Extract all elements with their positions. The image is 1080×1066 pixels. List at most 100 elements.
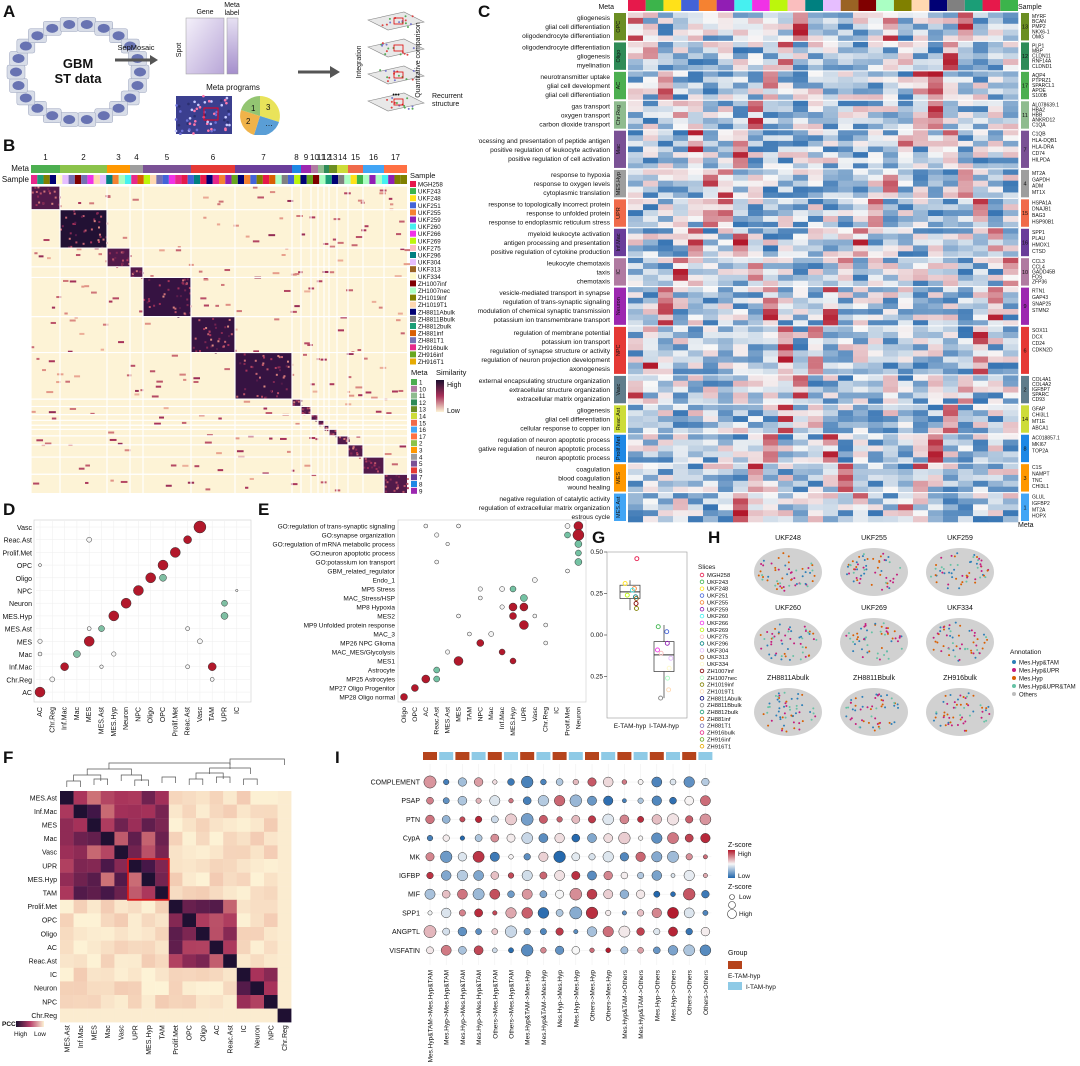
b-block-noise bbox=[220, 331, 223, 334]
b-block-noise bbox=[208, 330, 211, 333]
texture-dot bbox=[210, 127, 213, 131]
c-heat-cell bbox=[703, 117, 719, 125]
c-heat-cell bbox=[628, 41, 644, 48]
g-point bbox=[664, 640, 670, 646]
b-meta-swatch bbox=[411, 460, 417, 467]
i-dot bbox=[637, 779, 644, 785]
f-heat-cell bbox=[264, 954, 278, 968]
h-spot bbox=[939, 569, 942, 572]
c-heat-cell bbox=[763, 486, 779, 493]
f-heat-cell bbox=[87, 859, 101, 873]
c-heat-cell bbox=[1003, 362, 1019, 370]
h-spot bbox=[940, 566, 943, 569]
h-spot bbox=[869, 708, 872, 711]
f-heat-cell bbox=[168, 927, 183, 941]
f-heat-cell bbox=[223, 804, 237, 819]
c-heat-cell bbox=[958, 152, 974, 159]
c-heat-cell bbox=[763, 469, 779, 476]
i-dot bbox=[685, 815, 694, 824]
c-gene-label: TOP2A bbox=[1032, 449, 1049, 455]
c-heat-cell bbox=[883, 76, 899, 83]
c-heat-cell bbox=[643, 186, 659, 193]
h-spot bbox=[781, 577, 784, 580]
c-heat-cell bbox=[1003, 41, 1019, 48]
c-heat-cell bbox=[913, 492, 929, 499]
b-block-noise bbox=[186, 298, 189, 301]
c-heat-cell bbox=[853, 17, 869, 25]
c-heat-cell bbox=[853, 168, 869, 176]
c-heat-cell bbox=[628, 309, 644, 315]
c-heat-cell bbox=[853, 221, 869, 229]
f-heat-cell bbox=[114, 831, 129, 846]
c-heat-cell bbox=[988, 12, 1004, 19]
i-group-cell bbox=[423, 752, 437, 760]
f-heat-cell bbox=[73, 967, 88, 982]
f-heat-cell bbox=[196, 886, 210, 900]
b-heat-cell bbox=[396, 233, 402, 236]
st-slice-tissue bbox=[46, 111, 59, 121]
b-block-noise bbox=[350, 452, 353, 455]
c-heat-cell bbox=[913, 498, 929, 505]
h-spot bbox=[853, 643, 856, 646]
stack-dot bbox=[381, 42, 384, 45]
b-sample-swatch bbox=[410, 237, 416, 244]
c-heat-cell bbox=[988, 510, 1004, 517]
b-block-noise bbox=[131, 275, 134, 278]
c-heat-cell bbox=[913, 398, 929, 405]
c-heat-cell bbox=[778, 186, 794, 193]
c-meta-tag-label: Chr.Reg bbox=[616, 105, 622, 125]
panel-letter-d: D bbox=[3, 500, 16, 519]
c-heat-cell bbox=[943, 303, 959, 310]
c-heat-cell bbox=[688, 233, 704, 240]
i-dot bbox=[669, 796, 677, 805]
c-heat-cell bbox=[988, 239, 1004, 246]
c-heat-cell bbox=[913, 180, 929, 187]
c-heat-cell bbox=[928, 100, 944, 107]
f-heat-cell bbox=[182, 927, 197, 941]
c-heat-cell bbox=[673, 174, 689, 181]
b-meta-name: 4 bbox=[419, 454, 423, 461]
panel-f: MES.Ast MES.Ast Inf.Mac Inf.Mac MES MES Mac Mac… bbox=[0, 755, 298, 1066]
c-heat-cell bbox=[823, 356, 839, 363]
c-heat-cell bbox=[643, 457, 659, 464]
h-tissue-shape bbox=[926, 688, 994, 736]
c-heat-cell bbox=[628, 325, 644, 333]
c-heat-cell bbox=[958, 404, 974, 411]
e-col-label: Vasc bbox=[532, 706, 539, 721]
b-heat-cell bbox=[303, 353, 307, 356]
c-heat-cell bbox=[748, 439, 764, 446]
c-heat-cell bbox=[673, 135, 689, 142]
h-spot bbox=[976, 638, 979, 641]
h-spot bbox=[956, 564, 959, 567]
c-heat-cell bbox=[763, 17, 779, 25]
h-spot bbox=[762, 559, 765, 562]
c-heat-cell bbox=[628, 157, 644, 164]
c-heat-cell bbox=[673, 239, 689, 246]
h-spot bbox=[934, 640, 937, 643]
c-heat-cell bbox=[778, 117, 794, 125]
b-block-noise bbox=[185, 283, 188, 286]
c-heat-cell bbox=[628, 76, 644, 83]
c-heat-cell bbox=[883, 152, 899, 159]
f-heat-cell bbox=[60, 804, 74, 819]
c-heat-cell bbox=[868, 451, 884, 458]
c-heat-cell bbox=[868, 338, 884, 345]
h-spot bbox=[787, 555, 790, 558]
c-heat-cell bbox=[838, 180, 854, 187]
b-block-noise bbox=[386, 481, 389, 484]
f-heat-cell bbox=[209, 886, 224, 900]
b-block-noise bbox=[227, 325, 230, 328]
f-heat-cell bbox=[87, 899, 101, 914]
c-heat-cell bbox=[988, 117, 1004, 125]
c-heat-cell bbox=[988, 356, 1004, 363]
c-heat-cell bbox=[748, 88, 764, 95]
h-spot bbox=[975, 562, 978, 565]
f-heat-cell bbox=[182, 899, 197, 914]
c-heat-cell bbox=[733, 486, 749, 493]
c-heat-cell bbox=[868, 23, 884, 30]
i-dot bbox=[636, 927, 645, 936]
c-heat-cell bbox=[658, 53, 674, 60]
c-heat-cell bbox=[778, 47, 794, 54]
c-heat-cell bbox=[688, 380, 704, 387]
c-heat-cell bbox=[973, 474, 989, 482]
